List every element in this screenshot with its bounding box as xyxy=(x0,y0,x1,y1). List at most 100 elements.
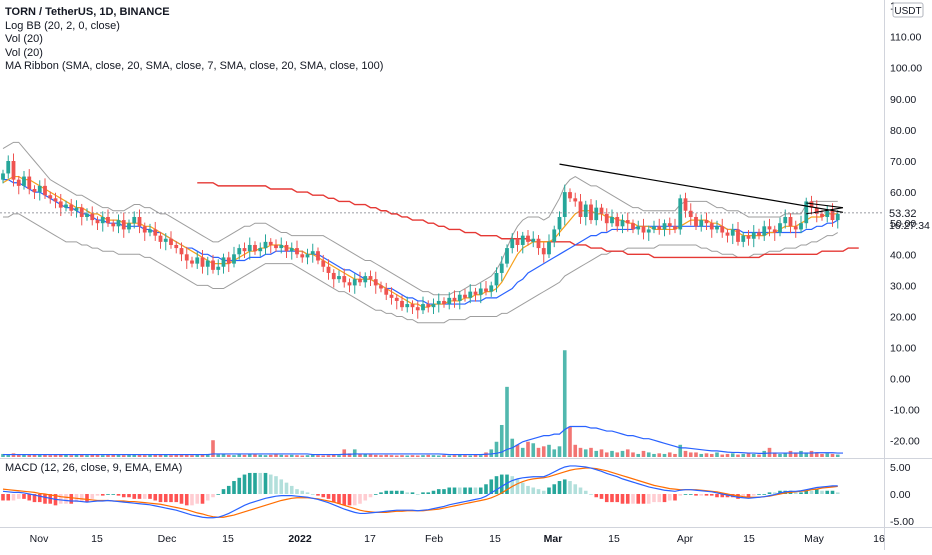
volume-bar xyxy=(820,453,824,457)
candle-body xyxy=(326,266,331,273)
volume-tick-label: -10.00 xyxy=(890,405,920,417)
macd-histogram-bar xyxy=(279,479,284,494)
macd-histogram-bar xyxy=(295,489,299,494)
volume-bar xyxy=(447,455,452,457)
candle-body xyxy=(132,216,137,224)
candle-body xyxy=(599,207,604,214)
volume-bar xyxy=(184,454,189,457)
price-tick-label: 20.00 xyxy=(890,312,916,324)
candle-body xyxy=(232,254,236,264)
macd-histogram-bar xyxy=(552,484,557,494)
candle-body xyxy=(53,198,58,202)
candle-body xyxy=(804,201,809,224)
volume-bar xyxy=(699,453,704,457)
volume-bar xyxy=(709,453,714,457)
candle-body xyxy=(830,210,835,221)
candle-body xyxy=(473,291,478,295)
candle-body xyxy=(295,248,299,255)
volume-bar xyxy=(573,444,578,457)
legend-bb[interactable]: Log BB (20, 2, 0, close) xyxy=(5,19,120,32)
macd-histogram-bar xyxy=(431,490,436,494)
candle-body xyxy=(415,307,420,311)
macd-histogram-bar xyxy=(43,494,47,504)
macd-histogram-bar xyxy=(373,494,378,495)
candle-body xyxy=(662,223,667,230)
candle-body xyxy=(305,254,310,258)
legend-vol-2[interactable]: Vol (20) xyxy=(5,46,43,59)
volume-bar xyxy=(431,455,436,457)
volume-bar xyxy=(562,350,567,457)
symbol-title[interactable]: TORN / TetherUS, 1D, BINANCE xyxy=(5,6,170,18)
volume-bar xyxy=(410,455,415,457)
macd-histogram-bar xyxy=(594,494,599,498)
legend-vol-1[interactable]: Vol (20) xyxy=(5,33,43,45)
volume-bar xyxy=(657,453,662,457)
candle-body xyxy=(646,229,651,233)
macd-histogram-bar xyxy=(767,492,772,494)
candle-body xyxy=(505,248,509,264)
macd-histogram-bar xyxy=(772,492,777,494)
candle-body xyxy=(69,204,74,211)
volume-bar xyxy=(190,455,194,457)
volume-bar xyxy=(620,450,625,457)
drawn-lines xyxy=(0,163,884,215)
candle-body xyxy=(625,220,630,224)
volume-bar xyxy=(825,453,830,457)
volume-bar xyxy=(137,454,142,457)
volume-bar xyxy=(426,454,431,457)
candle-body xyxy=(43,185,47,196)
candle-body xyxy=(610,216,614,224)
candle-body xyxy=(316,251,320,261)
volume-bar xyxy=(90,454,95,457)
macd-histogram-bar xyxy=(111,494,116,495)
candle-body xyxy=(547,241,551,255)
volume-bar xyxy=(673,453,677,457)
macd-histogram-bar xyxy=(589,494,593,495)
macd-histogram-bar xyxy=(568,481,572,494)
volume-bar xyxy=(253,454,257,457)
volume-bar xyxy=(793,452,798,457)
macd-histogram-bar xyxy=(379,492,383,494)
candle-body xyxy=(79,207,84,217)
volume-bar xyxy=(237,454,242,457)
macd-histogram-bar xyxy=(442,489,446,494)
volume-bar xyxy=(730,453,735,457)
volume-bar xyxy=(305,455,310,457)
candle-body xyxy=(221,257,226,267)
candle-body xyxy=(174,244,179,249)
candle-body xyxy=(405,304,410,308)
macd-histogram-bar xyxy=(242,474,247,494)
macd-histogram-bar xyxy=(174,494,179,503)
macd-histogram-bar xyxy=(699,494,704,496)
macd-histogram-bar xyxy=(547,487,551,494)
macd-histogram-bar xyxy=(583,490,588,494)
macd-histogram-bar xyxy=(310,494,315,495)
legend-macd[interactable]: MACD (12, 26, close, 9, EMA, EMA) xyxy=(5,462,183,474)
macd-histogram-bar xyxy=(85,494,89,503)
macd-histogram-bar xyxy=(526,485,530,494)
macd-histogram-bar xyxy=(237,477,242,494)
macd-histogram-bar xyxy=(69,494,74,504)
macd-histogram-bar xyxy=(27,494,32,501)
volume-bar xyxy=(373,454,378,457)
macd-histogram-bar xyxy=(809,490,814,494)
macd-histogram-bar xyxy=(405,492,410,494)
legend-ma-ribbon[interactable]: MA Ribbon (SMA, close, 20, SMA, close, 7… xyxy=(5,60,384,72)
macd-histogram-bar xyxy=(263,472,268,494)
candle-body xyxy=(153,229,158,236)
macd-histogram-bar xyxy=(673,494,677,501)
volume-bar xyxy=(368,454,373,457)
candle-body xyxy=(526,235,530,242)
candles[interactable] xyxy=(1,153,840,319)
volume-bar xyxy=(111,454,116,457)
candle-body xyxy=(688,210,693,217)
candle-body xyxy=(620,220,625,227)
macd-tick-label: 0.00 xyxy=(890,489,911,501)
volume-bar xyxy=(757,454,761,457)
macd-histogram-bar xyxy=(116,494,121,496)
volume-bar xyxy=(11,453,16,457)
macd-histogram-bar xyxy=(316,494,320,496)
macd-histogram-bar xyxy=(631,494,635,504)
